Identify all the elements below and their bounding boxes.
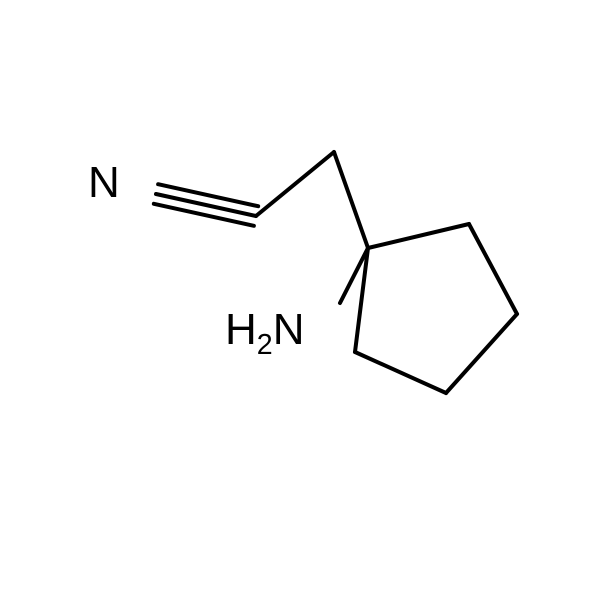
atom-label-N-text: N: [88, 158, 120, 207]
bonds-svg: [0, 0, 600, 600]
chemical-structure-diagram: N H2N: [0, 0, 600, 600]
atom-label-amino: H2N: [225, 305, 304, 355]
atom-label-nitrogen-nitrile: N: [88, 158, 120, 208]
